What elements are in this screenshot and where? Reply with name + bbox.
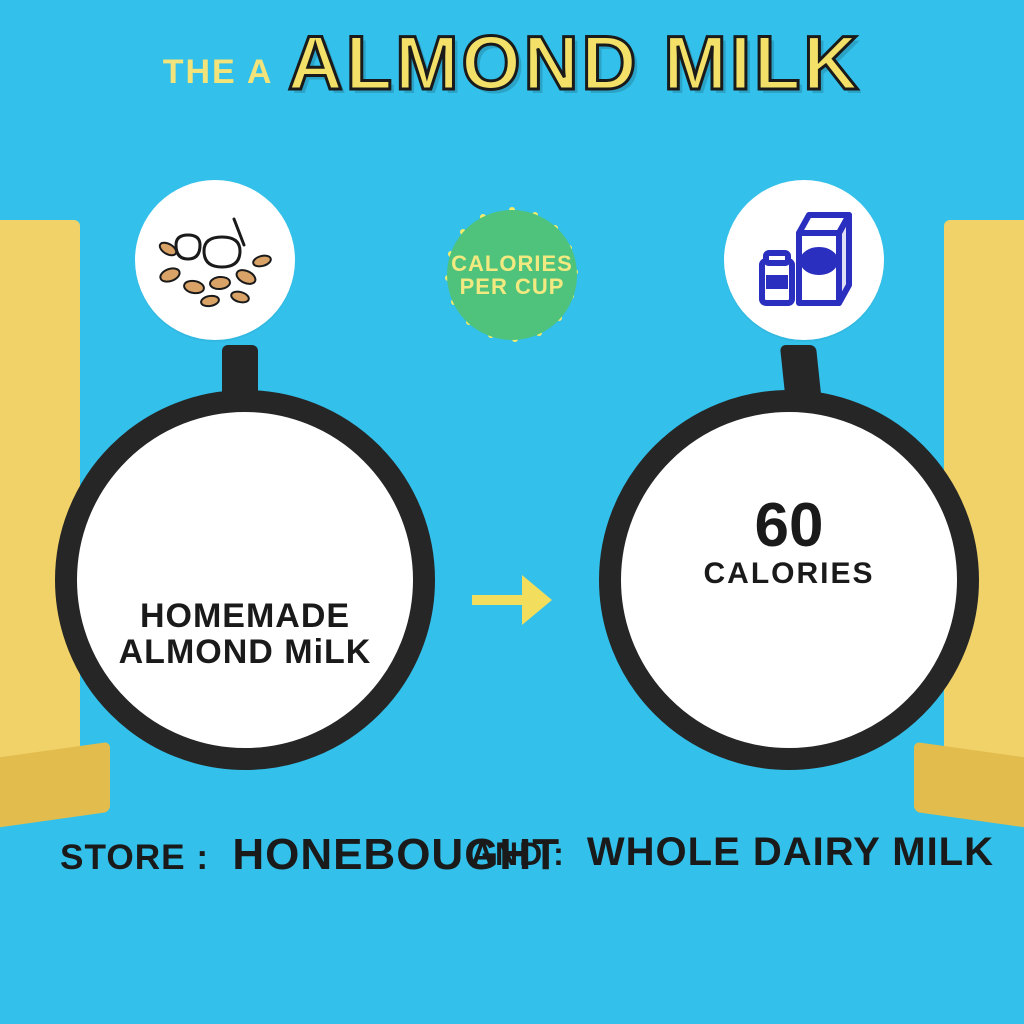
caption-right-value: WHOLE DAIRY MILK bbox=[587, 830, 994, 874]
milk-carton-icon-circle bbox=[724, 180, 884, 340]
almond-mortar-icon bbox=[150, 205, 280, 315]
arrow-icon bbox=[467, 560, 557, 630]
homemade-label: HOMEMADE ALMOND MiLK bbox=[119, 599, 372, 670]
calorie-value: 60 bbox=[755, 490, 824, 561]
badge-line2: PER CUP bbox=[460, 275, 565, 298]
caption-right: AND : WHOLE DAIRY MILK bbox=[471, 830, 994, 875]
title: THE A ALMOND MILK bbox=[0, 20, 1024, 107]
almond-icon-circle bbox=[135, 180, 295, 340]
calorie-unit: CALORIES bbox=[703, 557, 874, 591]
badge-line1: CALORIES bbox=[451, 252, 573, 275]
homemade-circle: HOMEMADE ALMOND MiLK bbox=[55, 390, 435, 770]
calories-badge: CALORIES PER CUP bbox=[437, 200, 587, 350]
badge-label: CALORIES PER CUP bbox=[447, 210, 577, 340]
caption-right-prefix: AND : bbox=[471, 836, 565, 872]
milk-carton-icon bbox=[744, 205, 864, 315]
calorie-circle: 60 CALORIES bbox=[599, 390, 979, 770]
homemade-line2: ALMOND MiLK bbox=[119, 633, 372, 671]
title-prefix: THE A bbox=[163, 53, 274, 92]
caption-left-prefix: STORE : bbox=[60, 838, 209, 877]
title-main: ALMOND MILK bbox=[288, 20, 861, 107]
infographic-canvas: THE A ALMOND MILK bbox=[0, 0, 1024, 1024]
homemade-line1: HOMEMADE bbox=[140, 597, 350, 635]
